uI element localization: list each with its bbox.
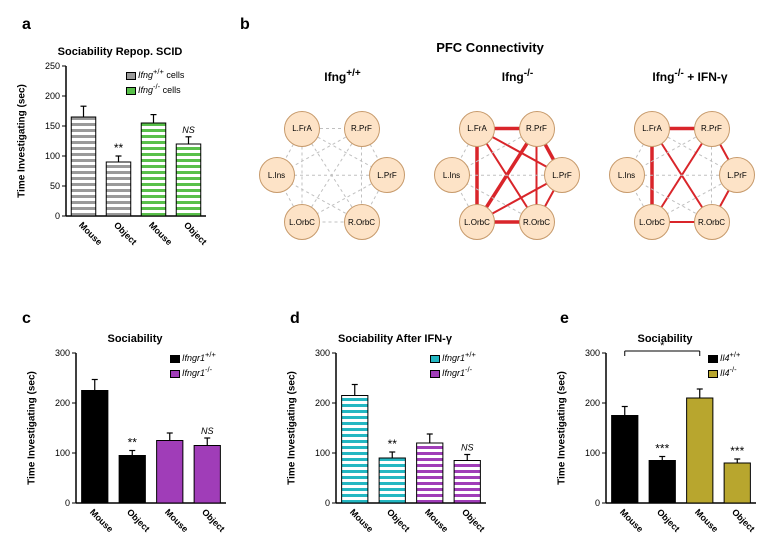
panel-label-c: c <box>22 310 31 328</box>
node-L.Ins: L.Ins <box>259 157 295 193</box>
network-ko: Ifng-/-L.FrAR.PrFL.PrFR.OrbCL.OrbCL.Ins <box>425 80 610 255</box>
svg-text:200: 200 <box>55 398 70 408</box>
node-L.Ins: L.Ins <box>609 157 645 193</box>
node-L.OrbC: L.OrbC <box>284 204 320 240</box>
svg-text:0: 0 <box>595 498 600 508</box>
node-L.OrbC: L.OrbC <box>634 204 670 240</box>
panel-label-b: b <box>240 16 250 34</box>
svg-text:100: 100 <box>585 448 600 458</box>
panel-label-a: a <box>22 16 31 34</box>
panel-b-title: PFC Connectivity <box>240 40 740 55</box>
svg-text:0: 0 <box>55 211 60 221</box>
svg-text:200: 200 <box>45 91 60 101</box>
svg-text:NS: NS <box>201 426 214 436</box>
node-R.OrbC: R.OrbC <box>519 204 555 240</box>
svg-text:NS: NS <box>461 443 474 453</box>
svg-text:***: *** <box>730 444 744 458</box>
chart-a: Sociability Repop. SCIDTime Investigatin… <box>30 48 210 258</box>
network-wt: Ifng+/+L.FrAR.PrFL.PrFR.OrbCL.OrbCL.Ins <box>250 80 435 255</box>
node-L.FrA: L.FrA <box>284 111 320 147</box>
svg-text:250: 250 <box>45 61 60 71</box>
panel-label-d: d <box>290 310 300 328</box>
network-ko-ifng: Ifng-/- + IFN-γL.FrAR.PrFL.PrFR.OrbCL.Or… <box>600 80 764 255</box>
chart-e: SociabilityTime Investigating (sec)Mouse… <box>570 335 760 545</box>
node-L.FrA: L.FrA <box>459 111 495 147</box>
svg-text:**: ** <box>128 436 138 450</box>
svg-text:300: 300 <box>55 348 70 358</box>
node-L.FrA: L.FrA <box>634 111 670 147</box>
node-R.OrbC: R.OrbC <box>694 204 730 240</box>
panel-label-e: e <box>560 310 569 328</box>
node-L.PrF: L.PrF <box>719 157 755 193</box>
svg-text:150: 150 <box>45 121 60 131</box>
svg-text:NS: NS <box>182 125 195 135</box>
node-R.PrF: R.PrF <box>694 111 730 147</box>
node-L.Ins: L.Ins <box>434 157 470 193</box>
svg-text:**: ** <box>388 437 398 451</box>
svg-text:300: 300 <box>315 348 330 358</box>
chart-d: Sociability After IFN-γTime Investigatin… <box>300 335 490 545</box>
svg-text:100: 100 <box>315 448 330 458</box>
svg-text:50: 50 <box>50 181 60 191</box>
svg-text:0: 0 <box>325 498 330 508</box>
node-L.PrF: L.PrF <box>369 157 405 193</box>
svg-text:*: * <box>660 340 665 352</box>
svg-text:**: ** <box>114 141 124 155</box>
svg-text:***: *** <box>655 442 669 456</box>
svg-text:200: 200 <box>315 398 330 408</box>
node-L.OrbC: L.OrbC <box>459 204 495 240</box>
svg-text:300: 300 <box>585 348 600 358</box>
node-R.PrF: R.PrF <box>519 111 555 147</box>
svg-text:100: 100 <box>55 448 70 458</box>
chart-c: SociabilityTime Investigating (sec)Mouse… <box>40 335 230 545</box>
svg-text:100: 100 <box>45 151 60 161</box>
svg-text:200: 200 <box>585 398 600 408</box>
svg-text:0: 0 <box>65 498 70 508</box>
node-L.PrF: L.PrF <box>544 157 580 193</box>
node-R.PrF: R.PrF <box>344 111 380 147</box>
node-R.OrbC: R.OrbC <box>344 204 380 240</box>
